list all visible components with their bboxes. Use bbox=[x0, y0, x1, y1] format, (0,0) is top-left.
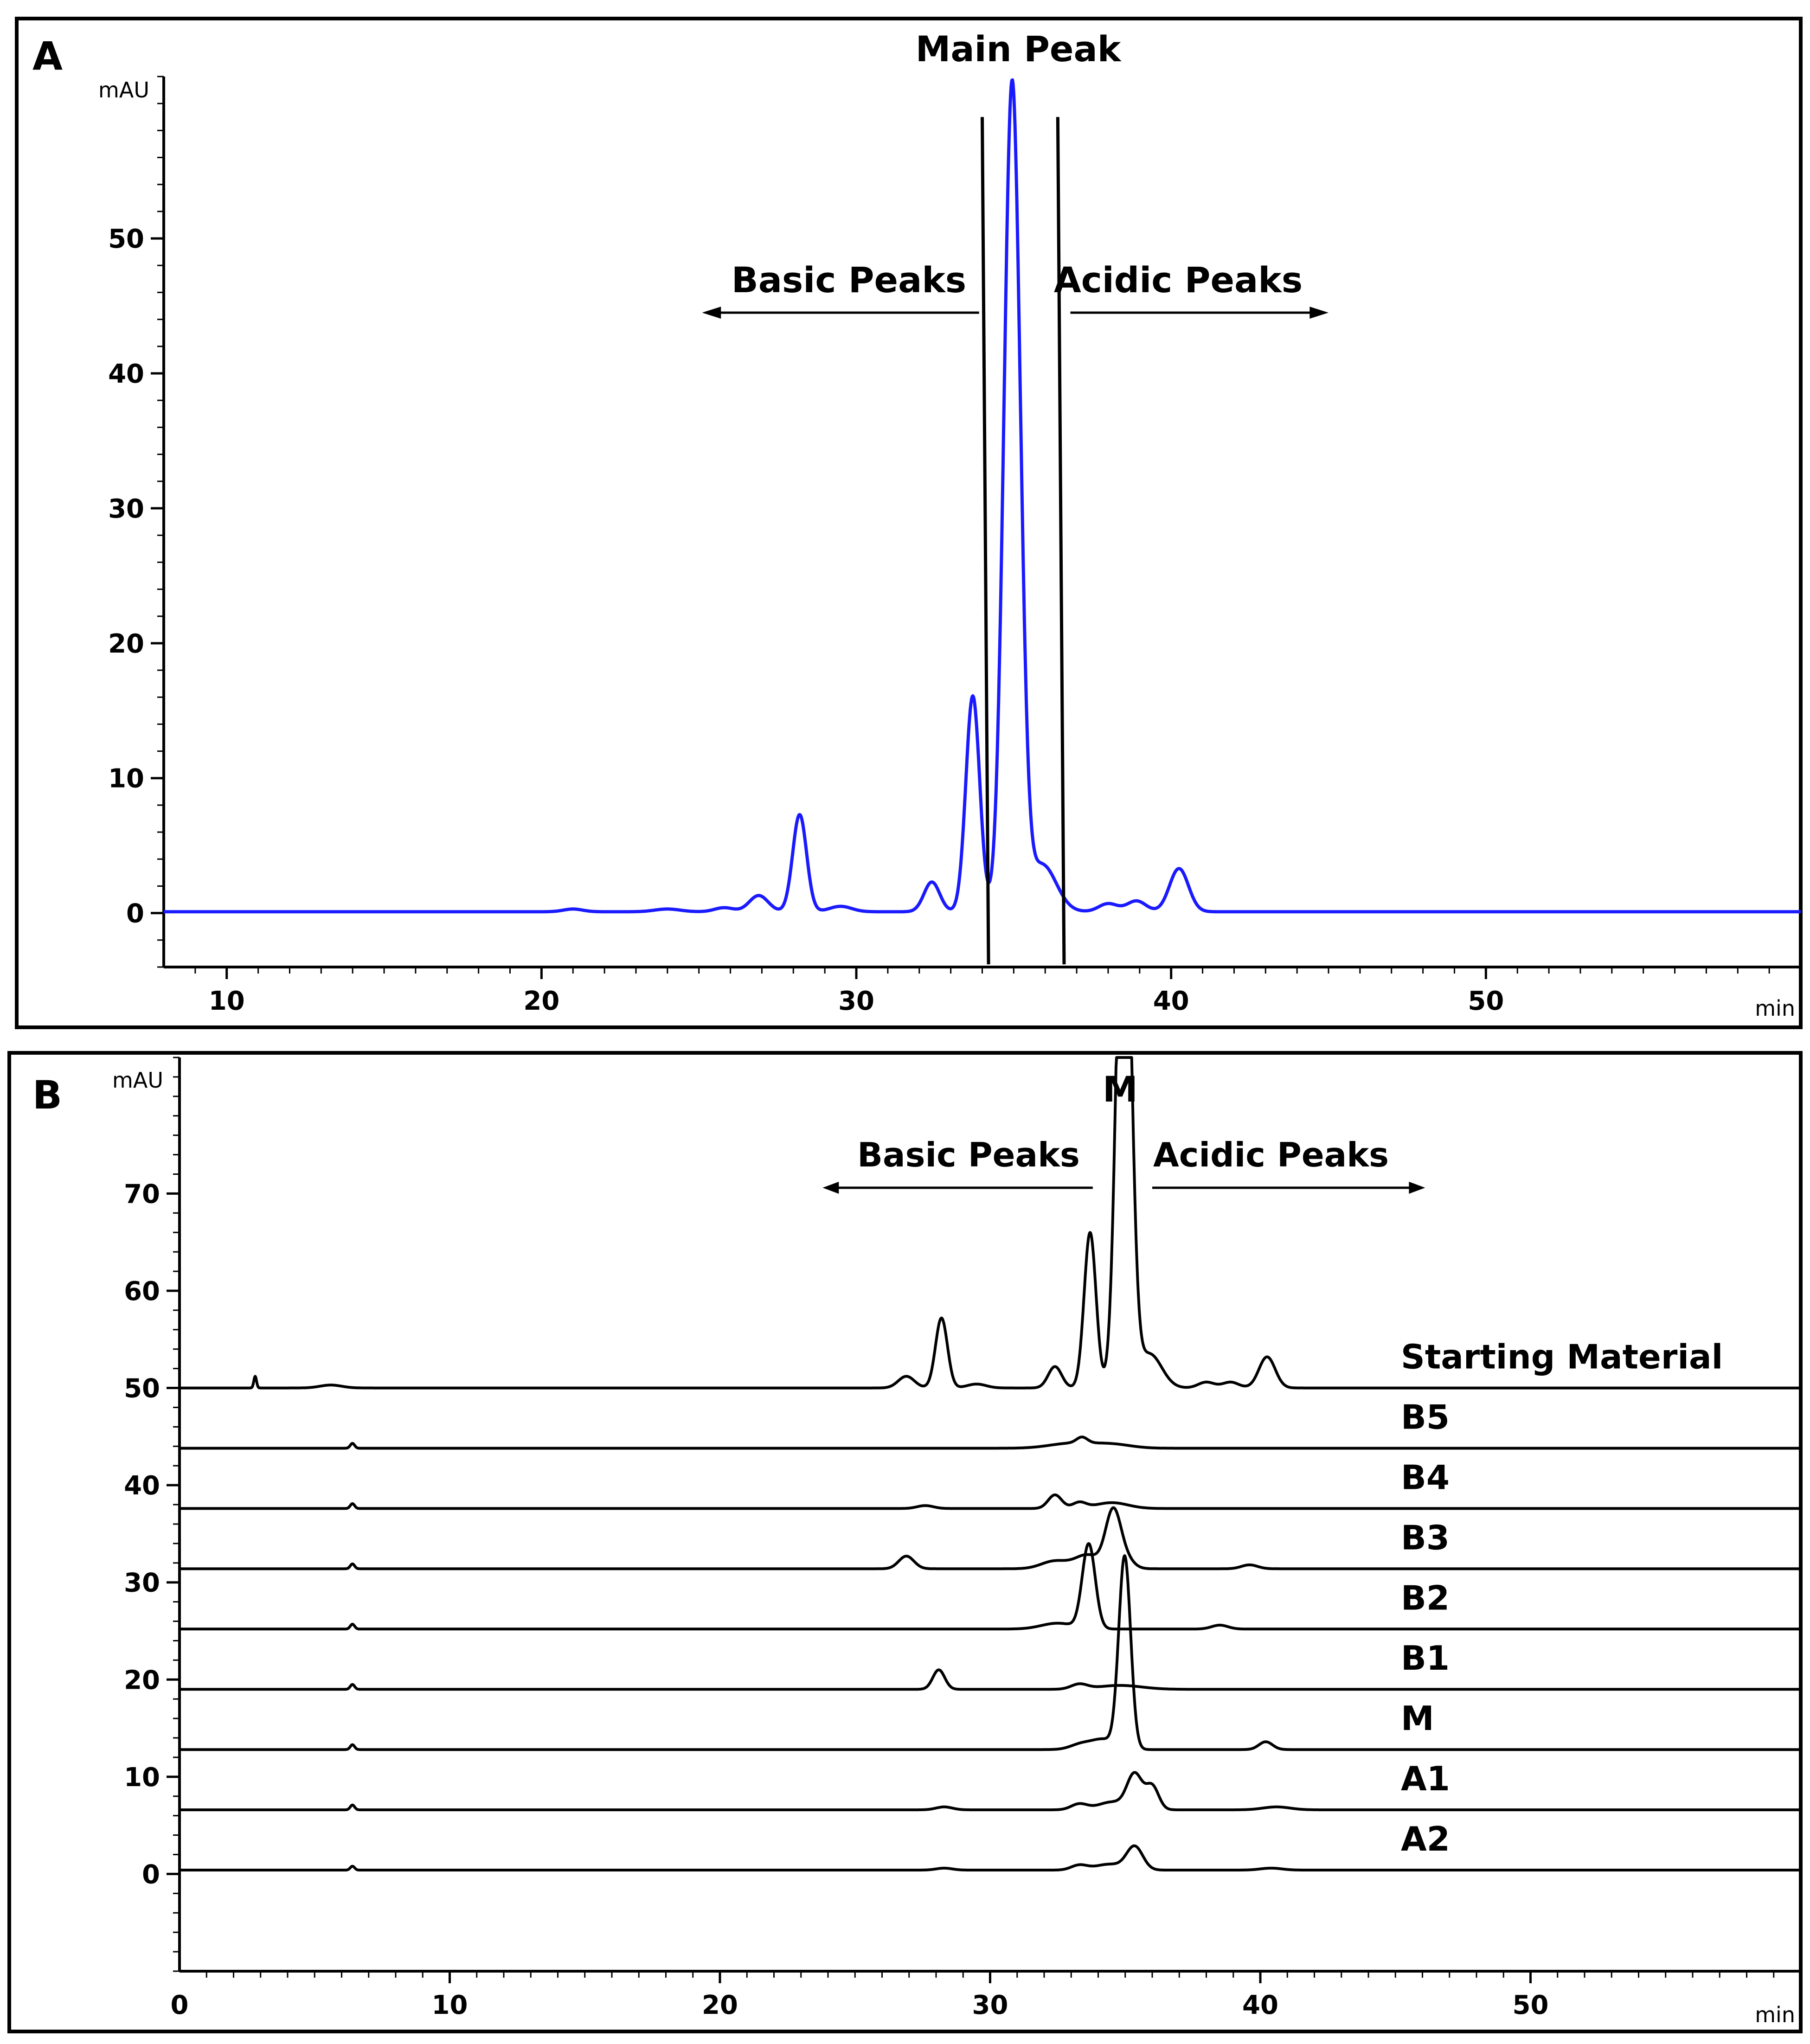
trace-m bbox=[179, 1554, 1802, 1751]
series-label-b3: B3 bbox=[1401, 1518, 1450, 1557]
panel-b-x-unit: min bbox=[1755, 2002, 1795, 2027]
x-tick-label: 50 bbox=[1468, 986, 1504, 1016]
panel-b-axes: 0 10 20 30 40 50 60 70 0 10 20 30 40 50 bbox=[124, 1057, 1802, 2020]
panel-a-x-unit: min bbox=[1755, 996, 1795, 1021]
panel-a: A mAU min Main Peak Basic Peaks Acidic P… bbox=[15, 17, 1803, 1029]
acidic-arrow-head bbox=[1409, 1181, 1425, 1194]
series-label-b1: B1 bbox=[1401, 1639, 1450, 1678]
y-tick-label: 20 bbox=[108, 629, 144, 659]
x-tick-label: 10 bbox=[209, 986, 245, 1016]
main-peak-right-boundary bbox=[1056, 117, 1066, 965]
trace-b3 bbox=[179, 1506, 1802, 1570]
trace-b4 bbox=[179, 1493, 1802, 1510]
x-tick-label: 0 bbox=[171, 1990, 189, 2020]
panel-b-frame bbox=[7, 1051, 1803, 2033]
panel-a-frame bbox=[15, 17, 1803, 1029]
trace-b1 bbox=[179, 1668, 1802, 1691]
basic-arrow-head bbox=[822, 1181, 839, 1194]
series-label-m: M bbox=[1401, 1699, 1434, 1738]
series-label-starting-material: Starting Material bbox=[1401, 1338, 1723, 1377]
series-label-b4: B4 bbox=[1401, 1458, 1450, 1497]
panel-a-basic-peaks-label: Basic Peaks bbox=[732, 259, 966, 301]
y-tick-label: 30 bbox=[124, 1568, 160, 1598]
y-tick-label: 0 bbox=[142, 1859, 160, 1890]
panel-b: B mAU min M Basic Peaks Acidic Peaks 0 10… bbox=[7, 1051, 1803, 2033]
panel-a-main-peak-label: Main Peak bbox=[916, 28, 1122, 70]
panel-a-acidic-peaks-label: Acidic Peaks bbox=[1054, 259, 1303, 301]
series-label-a2: A2 bbox=[1401, 1820, 1450, 1858]
trace-a2 bbox=[179, 1844, 1802, 1871]
trace-starting-material bbox=[179, 1056, 1802, 1390]
trace-b2 bbox=[179, 1542, 1802, 1631]
y-tick-label: 60 bbox=[124, 1276, 160, 1307]
panel-a-arrows bbox=[702, 307, 1329, 319]
panel-a-y-unit: mAU bbox=[98, 77, 149, 103]
y-tick-label: 30 bbox=[108, 494, 144, 524]
panel-b-acidic-peaks-label: Acidic Peaks bbox=[1153, 1135, 1389, 1174]
y-tick-label: 20 bbox=[124, 1665, 160, 1695]
chromatogram-trace bbox=[162, 78, 1802, 914]
x-tick-label: 30 bbox=[838, 986, 874, 1016]
main-peak-left-boundary bbox=[981, 117, 990, 965]
panel-a-label: A bbox=[32, 33, 63, 79]
x-tick-label: 20 bbox=[523, 986, 559, 1016]
y-tick-label: 50 bbox=[108, 224, 144, 254]
x-tick-label: 50 bbox=[1513, 1990, 1549, 2020]
y-tick-label: 40 bbox=[108, 359, 144, 389]
y-tick-label: 40 bbox=[124, 1471, 160, 1501]
series-label-b5: B5 bbox=[1401, 1397, 1450, 1436]
y-tick-label: 10 bbox=[124, 1762, 160, 1793]
x-tick-label: 20 bbox=[702, 1990, 738, 2020]
acidic-arrow-head bbox=[1309, 307, 1329, 319]
trace-a1 bbox=[179, 1771, 1802, 1812]
x-tick-label: 30 bbox=[972, 1990, 1008, 2020]
trace-b5 bbox=[179, 1435, 1802, 1450]
panel-b-basic-peaks-label: Basic Peaks bbox=[857, 1135, 1080, 1174]
x-tick-label: 10 bbox=[432, 1990, 468, 2020]
y-tick-label: 70 bbox=[124, 1179, 160, 1209]
x-tick-label: 40 bbox=[1153, 986, 1189, 1016]
series-label-a1: A1 bbox=[1401, 1759, 1450, 1798]
panel-b-arrows bbox=[822, 1181, 1425, 1194]
y-tick-label: 50 bbox=[124, 1374, 160, 1404]
series-label-b2: B2 bbox=[1401, 1578, 1450, 1617]
panel-b-traces bbox=[179, 1056, 1802, 1871]
y-tick-label: 10 bbox=[108, 764, 144, 794]
panel-a-axes: 0 10 20 30 40 50 10 20 30 40 50 bbox=[108, 76, 1802, 1016]
panel-a-traces bbox=[162, 78, 1802, 965]
panel-b-series-names: Starting Material B5 B4 B3 B2 B1 M A1 A2 bbox=[1401, 1338, 1723, 1858]
x-tick-label: 40 bbox=[1242, 1990, 1278, 2020]
panel-b-y-unit: mAU bbox=[112, 1068, 163, 1093]
basic-arrow-head bbox=[702, 307, 721, 319]
y-tick-label: 0 bbox=[126, 899, 144, 929]
panel-b-label: B bbox=[32, 1072, 62, 1118]
